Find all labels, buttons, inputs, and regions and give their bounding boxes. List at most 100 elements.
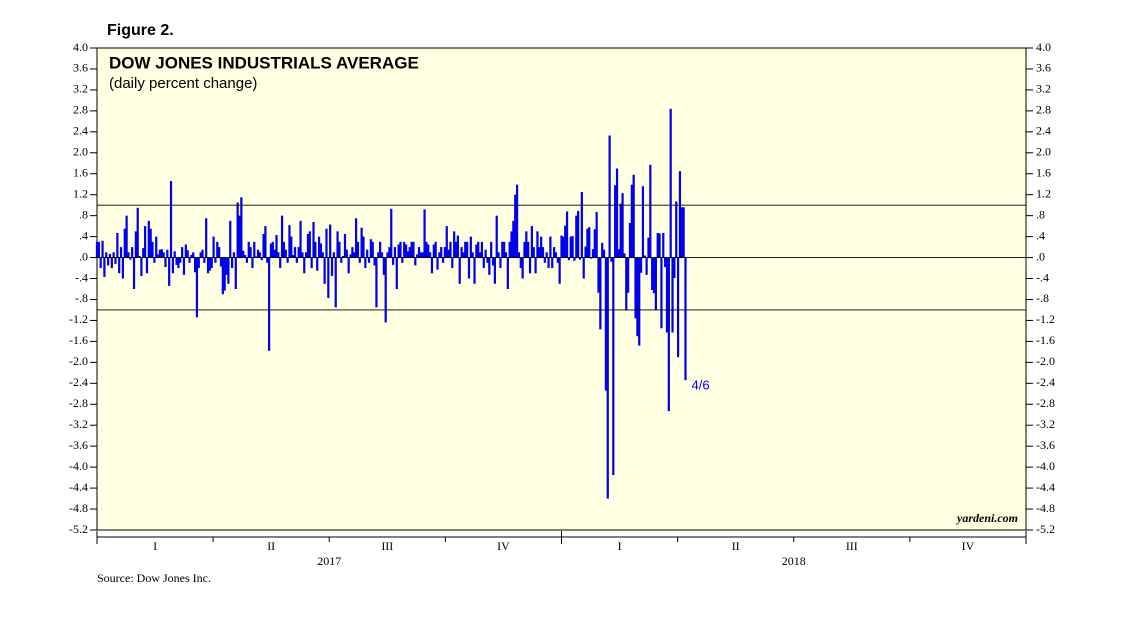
bar <box>197 257 200 269</box>
bar <box>212 236 215 258</box>
y-tick-label: -.4 <box>75 270 88 284</box>
y-tick-label: -4.8 <box>69 501 88 515</box>
bar <box>280 215 284 258</box>
bar <box>364 257 367 269</box>
bar <box>447 249 450 258</box>
bar <box>556 257 559 263</box>
bar <box>225 257 228 275</box>
bar <box>230 257 234 269</box>
bar <box>430 257 434 274</box>
bar <box>379 241 382 258</box>
bar <box>445 226 448 258</box>
bar <box>314 241 317 258</box>
y-tick-label: 2.8 <box>73 103 88 117</box>
y2-tick-label: -1.2 <box>1036 312 1055 326</box>
chart-subtitle: (daily percent change) <box>109 75 257 92</box>
y-tick-label: -4.0 <box>69 459 88 473</box>
bar <box>142 248 145 258</box>
bar <box>323 257 326 284</box>
bar <box>127 252 130 258</box>
bar <box>153 257 156 263</box>
bar <box>628 222 632 258</box>
bar <box>484 249 487 258</box>
bar <box>641 186 645 258</box>
bar <box>525 231 528 258</box>
bar <box>530 226 534 258</box>
bar <box>106 257 110 266</box>
bar <box>564 225 567 258</box>
bar <box>456 235 459 258</box>
bar <box>443 247 447 258</box>
bar <box>169 181 173 258</box>
bar <box>678 171 682 258</box>
bar <box>617 249 620 258</box>
bar <box>366 249 369 258</box>
bar <box>451 257 454 269</box>
bar <box>595 211 598 258</box>
bar <box>675 201 678 258</box>
bar <box>192 252 195 258</box>
y2-tick-label: 3.2 <box>1036 82 1051 96</box>
bar <box>264 226 267 258</box>
y-tick-label: -2.4 <box>69 375 88 389</box>
bar <box>658 233 661 258</box>
bar <box>638 257 641 346</box>
bar <box>569 236 572 258</box>
bar <box>325 228 328 258</box>
bar <box>510 231 513 258</box>
bar <box>627 257 630 293</box>
bar <box>166 249 169 258</box>
bar <box>356 241 360 258</box>
bar <box>147 220 150 258</box>
bar <box>586 228 589 258</box>
bar <box>478 252 482 258</box>
y-tick-label: -4.4 <box>69 480 88 494</box>
bar <box>612 257 615 475</box>
bar <box>565 211 569 258</box>
bar <box>295 257 298 263</box>
y2-tick-label: .4 <box>1036 228 1045 242</box>
bar <box>423 209 426 258</box>
bar <box>105 252 108 258</box>
bar <box>554 252 558 258</box>
bar <box>591 249 595 258</box>
bar <box>206 257 210 274</box>
bar <box>273 249 276 258</box>
bar <box>382 257 385 275</box>
y2-tick-label: -.8 <box>1036 291 1049 305</box>
bar <box>486 257 489 263</box>
bar <box>645 257 648 275</box>
y-tick-label: 2.4 <box>73 124 88 138</box>
bar <box>473 257 476 284</box>
bar <box>210 257 213 269</box>
bar <box>262 233 265 258</box>
bar <box>397 244 400 258</box>
bar <box>316 257 319 271</box>
bar <box>469 236 472 258</box>
annotation: 4/6 <box>691 378 709 393</box>
bar <box>665 257 669 333</box>
bar <box>377 252 380 258</box>
bar <box>354 218 358 258</box>
bar <box>523 241 526 258</box>
y-tick-label: 3.2 <box>73 82 88 96</box>
bar <box>508 241 511 258</box>
bar <box>488 257 491 275</box>
bar <box>602 249 606 258</box>
bar <box>582 257 585 279</box>
bar <box>158 249 162 258</box>
bar <box>416 254 419 258</box>
bar <box>491 257 495 266</box>
y2-tick-label: -4.0 <box>1036 459 1055 473</box>
y-tick-label: -1.6 <box>69 333 88 347</box>
y-tick-label: -.8 <box>75 291 88 305</box>
bar <box>362 236 365 258</box>
bar <box>334 257 337 308</box>
bar <box>260 257 263 261</box>
quarter-label: II <box>732 539 740 553</box>
bar <box>286 257 289 263</box>
bar <box>562 236 565 258</box>
bar <box>234 257 237 289</box>
watermark: yardeni.com <box>955 511 1018 525</box>
bar <box>195 257 199 318</box>
